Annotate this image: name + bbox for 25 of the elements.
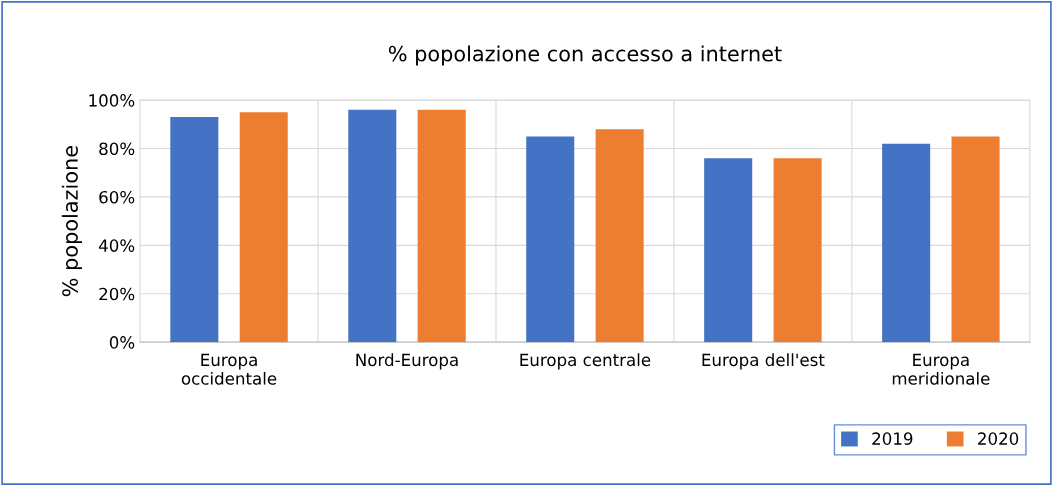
y-tick-label: 60% xyxy=(99,190,135,204)
x-tick-label: Europa centrale xyxy=(520,353,651,370)
x-tick-label: Europa meridionale xyxy=(892,353,990,385)
bar xyxy=(704,158,753,343)
chart-title: % popolazione con accesso a internet xyxy=(388,45,782,66)
x-tick-label: Europa occidentale xyxy=(181,353,277,385)
bar xyxy=(773,158,822,343)
bar xyxy=(239,112,288,343)
bar xyxy=(526,136,575,343)
y-tick-label: 100% xyxy=(89,94,135,107)
bar xyxy=(170,117,219,343)
y-tick-label: 20% xyxy=(99,287,135,301)
y-tick-label: 0% xyxy=(109,336,135,349)
bar xyxy=(595,129,644,343)
x-tick-label: Europa dell'est xyxy=(702,353,825,370)
legend-label: 2020 xyxy=(978,432,1019,445)
bar xyxy=(417,109,466,343)
bar xyxy=(882,143,931,343)
legend-label: 2019 xyxy=(872,432,913,445)
bar xyxy=(348,109,397,343)
bar xyxy=(951,136,1000,343)
x-tick-label: Nord-Europa xyxy=(356,353,458,370)
y-axis-title: % popolazione xyxy=(61,146,82,297)
y-tick-label: 80% xyxy=(99,142,135,156)
y-tick-label: 40% xyxy=(98,239,135,252)
